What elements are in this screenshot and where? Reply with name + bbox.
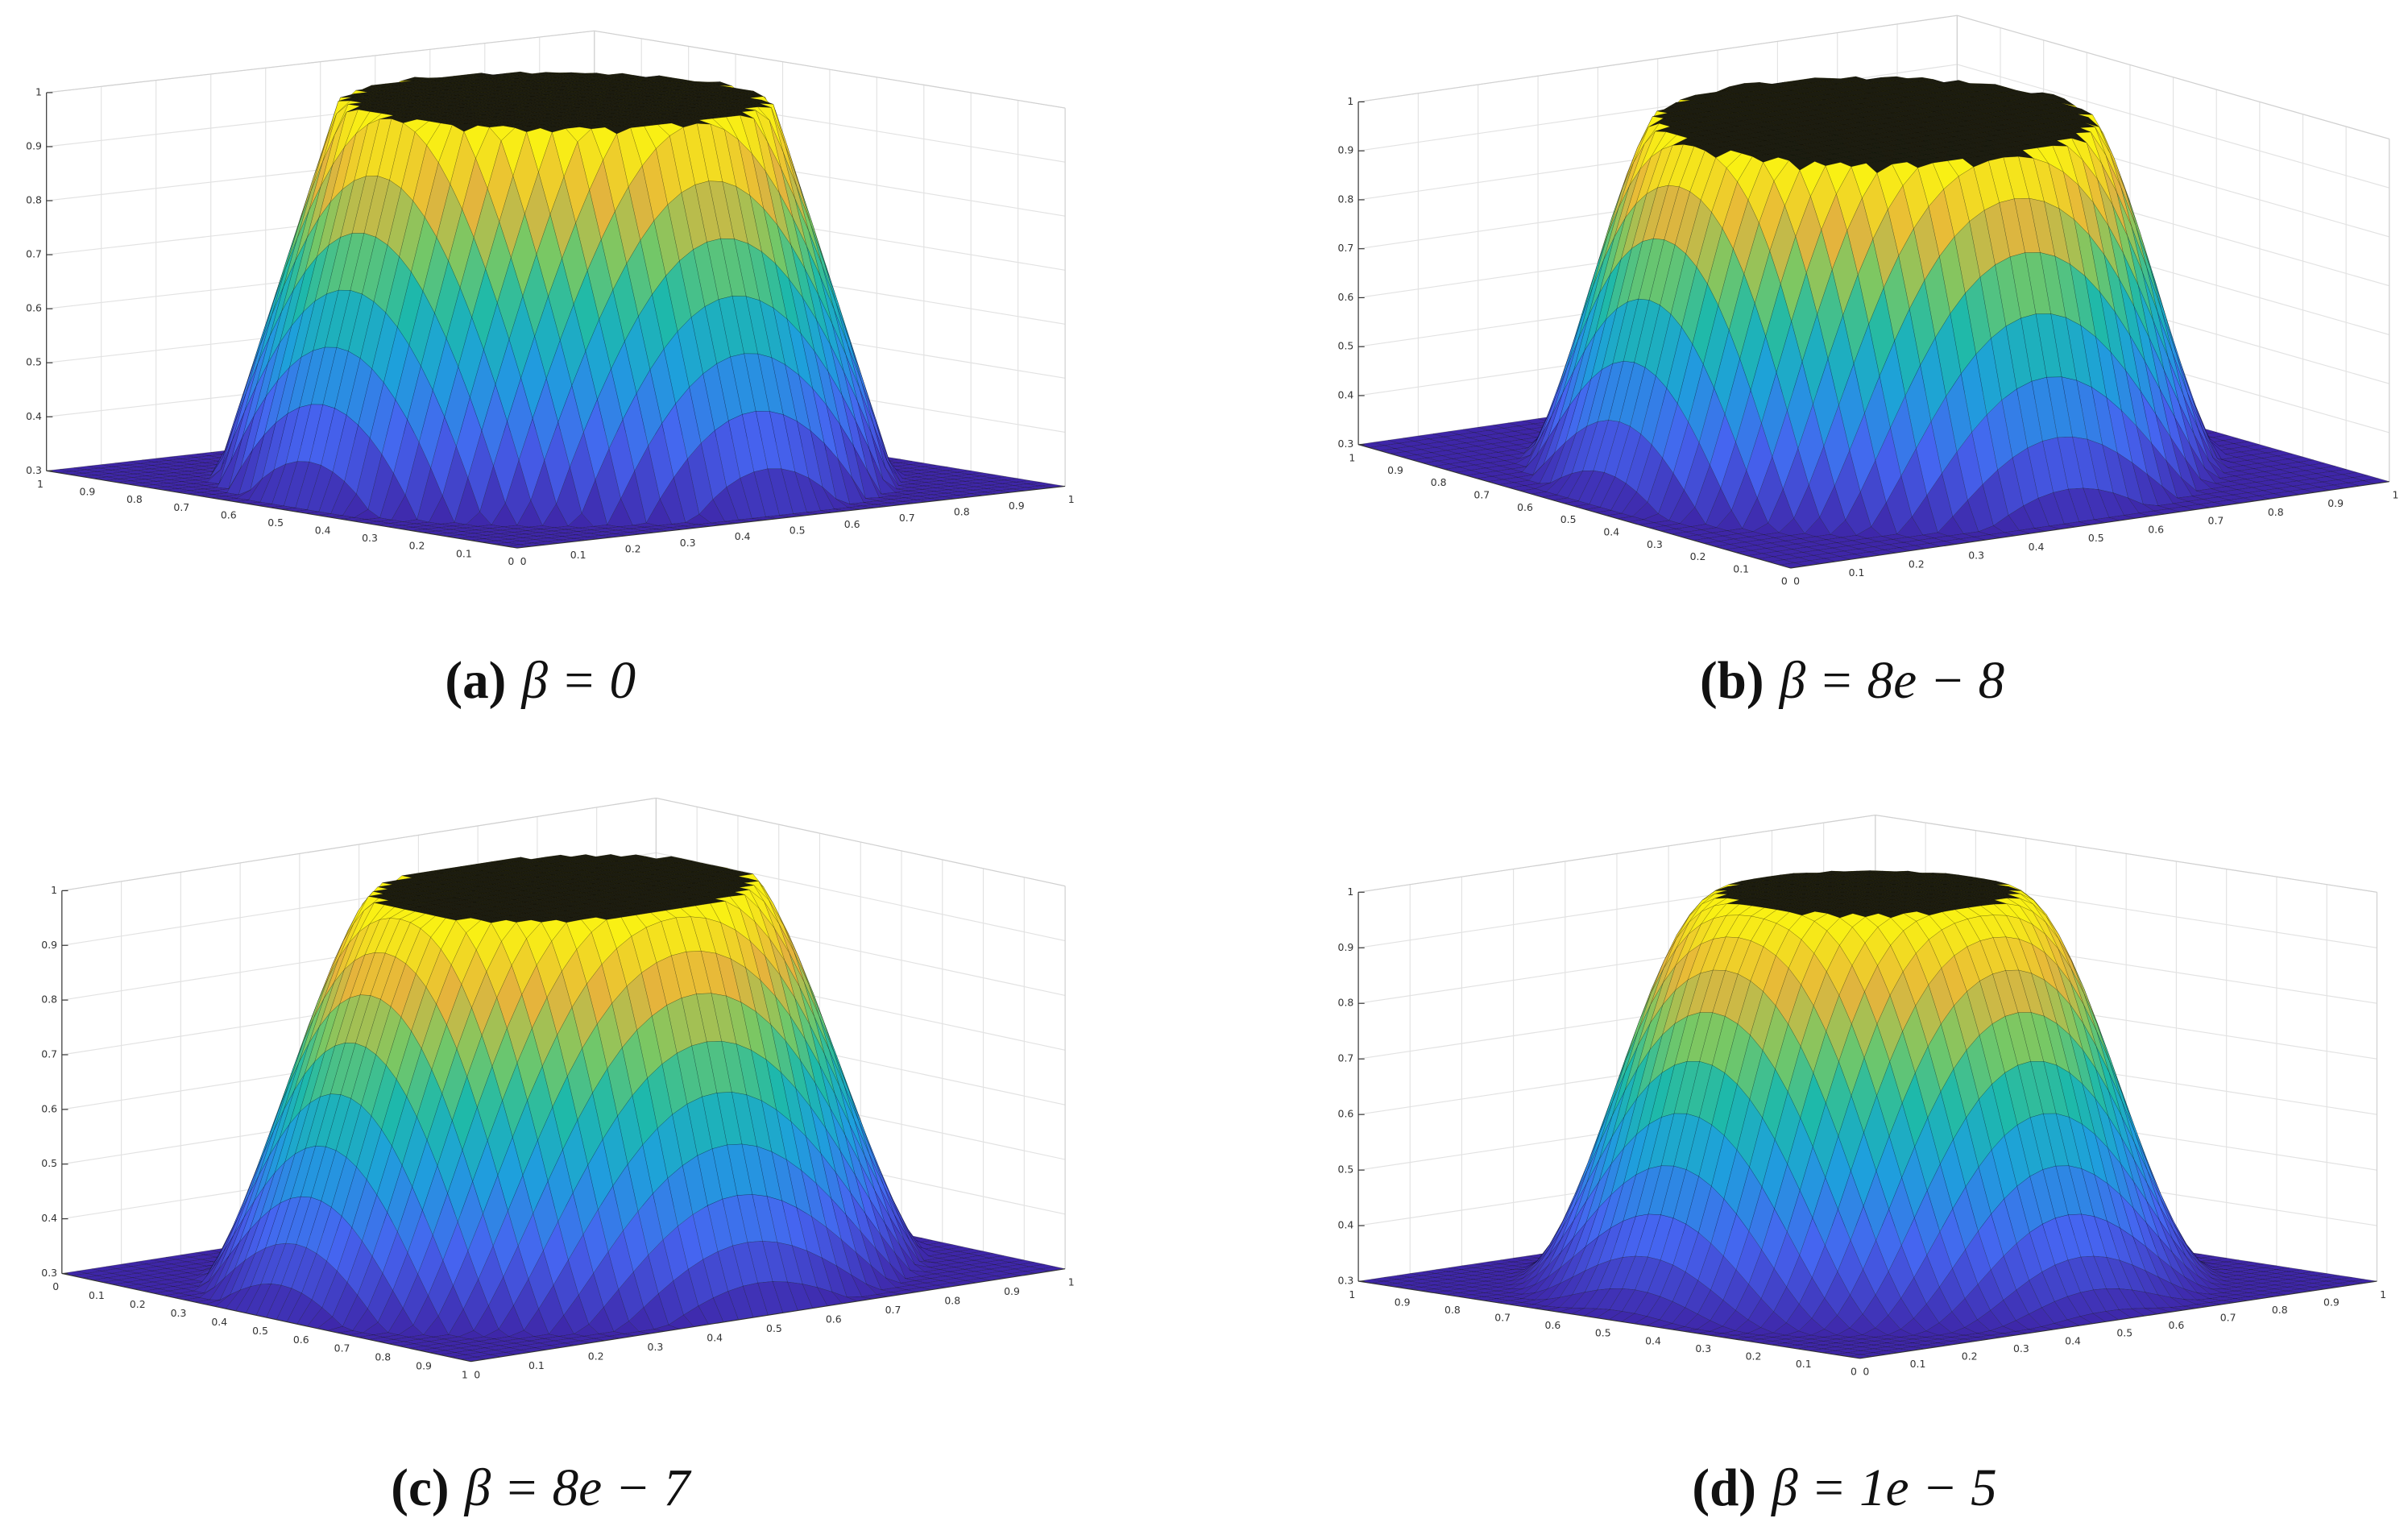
z-tick-label: 0.4 [26, 410, 42, 422]
z-tick-label: 0.5 [1338, 340, 1354, 352]
subfigure: 0.3 0.4 0.5 0.6 0.7 0.8 0.9 1 0 0.1 0.2 0.3 0.4 0.5 0.… [26, 30, 1075, 710]
left-tick-label: 0.2 [409, 540, 425, 552]
right-tick-label: 0.6 [844, 518, 860, 530]
left-tick-label: 0.5 [1560, 513, 1577, 525]
z-tick-label: 0.7 [1338, 242, 1354, 254]
z-tick-label: 0.4 [1338, 388, 1354, 400]
right-tick-label: 0 [520, 555, 527, 567]
caption: (b) β = 8e − 8 [1700, 652, 2004, 710]
z-tick-label: 0.3 [26, 464, 42, 476]
caption-label: (b) [1700, 652, 1764, 710]
right-tick-label: 0.1 [1849, 566, 1865, 579]
left-tick-label: 0.2 [1690, 550, 1706, 562]
left-tick-label: 0.9 [1387, 464, 1403, 476]
z-tick-label: 0.5 [26, 356, 42, 368]
right-tick-label: 0.6 [2148, 523, 2164, 535]
right-tick-label: 0.2 [625, 543, 641, 555]
right-tick-label: 1 [1068, 493, 1075, 505]
right-tick-label: 0.4 [2029, 541, 2045, 553]
right-tick-label: 0.4 [735, 530, 751, 542]
axis-frame [46, 30, 595, 93]
right-tick-label: 0 [1793, 575, 1800, 587]
caption: (a) β = 0 [445, 652, 636, 710]
right-tick-label: 0.7 [2208, 515, 2224, 527]
z-tick-label: 1 [35, 85, 42, 97]
z-tick-label: 0.9 [26, 139, 42, 151]
left-tick-label: 0.6 [221, 508, 237, 521]
left-tick-label: 0.6 [1517, 501, 1533, 513]
surface [61, 853, 1066, 1362]
left-tick-label: 0.9 [80, 486, 96, 498]
left-tick-label: 0.1 [1733, 562, 1749, 575]
right-tick-label: 0.5 [2088, 532, 2104, 544]
left-tick-label: 0.3 [1647, 538, 1663, 550]
axis-frame [594, 30, 1066, 109]
right-tick-label: 0.9 [2327, 497, 2344, 509]
left-tick-label: 0.4 [1603, 525, 1619, 537]
left-tick-label: 0.4 [315, 525, 331, 537]
z-tick-label: 0.8 [1338, 193, 1354, 205]
right-tick-label: 0.3 [680, 537, 696, 549]
right-tick-label: 0.7 [899, 512, 915, 524]
z-tick-label: 0.8 [26, 194, 42, 206]
right-tick-label: 1 [2392, 488, 2398, 500]
right-tick-label: 0.8 [954, 506, 970, 518]
surface [1358, 76, 2389, 569]
z-tick-label: 0.3 [1338, 438, 1354, 450]
left-tick-label: 1 [37, 478, 44, 490]
left-tick-label: 0.7 [173, 501, 189, 513]
left-tick-label: 0.8 [126, 493, 143, 505]
right-tick-label: 0.9 [1009, 500, 1025, 512]
subfigure: 0.30.40.50.60.70.80.9100.10.20.30.40.50.… [41, 797, 1075, 1517]
right-tick-label: 0.8 [2268, 506, 2284, 518]
right-tick-label: 0.1 [570, 549, 586, 561]
left-tick-label: 0.8 [1431, 476, 1447, 488]
z-tick-label: 0.6 [26, 302, 42, 314]
subfigure: 0.3 0.4 0.5 0.6 0.7 0.8 0.9 1 0 0.1 0.2 0.3 0.4 0.5 0.… [1338, 15, 2398, 710]
caption-text: β = 8e − 8 [1778, 652, 2004, 710]
left-tick-label: 0 [1781, 575, 1788, 587]
z-tick-label: 0.7 [26, 248, 42, 260]
left-tick-label: 0.7 [1473, 488, 1490, 500]
z-tick-label: 0.6 [1338, 291, 1354, 303]
right-tick-label: 0.3 [1968, 550, 1984, 562]
caption-text: β = 0 [520, 652, 636, 710]
caption-label: (a) [445, 652, 506, 710]
left-tick-label: 0.3 [362, 532, 378, 544]
right-tick-label: 0.2 [1909, 558, 1925, 570]
z-tick-label: 0.9 [1338, 144, 1354, 156]
surface [46, 71, 1066, 549]
left-tick-label: 0.5 [267, 516, 284, 529]
z-tick-label: 1 [1347, 95, 1353, 107]
left-tick-label: 1 [1349, 451, 1355, 463]
left-tick-label: 0.1 [456, 547, 472, 559]
right-tick-label: 0.5 [790, 525, 806, 537]
left-tick-label: 0 [508, 555, 514, 567]
